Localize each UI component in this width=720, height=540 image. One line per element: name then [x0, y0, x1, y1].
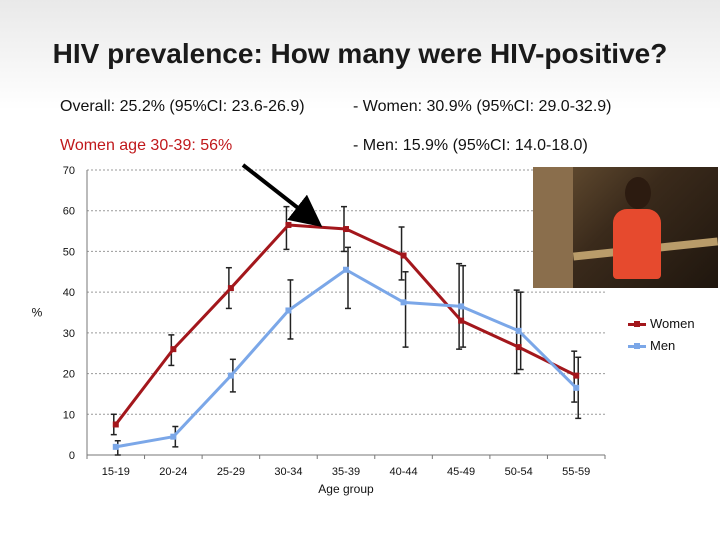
y-tick-label: 30: [63, 328, 75, 340]
data-point-men: [400, 299, 407, 306]
legend-item-men: Men: [628, 338, 695, 360]
data-point-women: [285, 221, 292, 228]
data-point-men: [458, 303, 465, 310]
data-point-women: [227, 285, 234, 292]
stat-women-30-39: Women age 30-39: 56%: [60, 137, 233, 154]
x-tick-label: 30-34: [274, 466, 302, 478]
data-point-men: [285, 307, 292, 314]
x-tick-label: 45-49: [447, 466, 475, 478]
data-point-men: [573, 384, 580, 391]
data-point-women: [573, 372, 580, 379]
legend-item-women: Women: [628, 316, 695, 338]
x-tick-label: 35-39: [332, 466, 360, 478]
x-tick-label: 20-24: [159, 466, 187, 478]
x-tick-label: 25-29: [217, 466, 245, 478]
y-tick-label: 50: [63, 246, 75, 258]
data-point-men: [343, 266, 349, 273]
y-tick-label: 60: [63, 206, 75, 218]
chart-legend: Women Men: [628, 316, 695, 360]
woman-photo: [533, 167, 718, 288]
legend-swatch-women: [628, 321, 646, 327]
annotation-arrow: [241, 163, 323, 227]
legend-label-women: Women: [650, 316, 695, 331]
x-tick-label: 55-59: [562, 466, 590, 478]
stat-overall: Overall: 25.2% (95%CI: 23.6-26.9): [60, 98, 305, 115]
data-point-men: [227, 372, 234, 379]
stat-women: - Women: 30.9% (95%CI: 29.0-32.9): [353, 98, 612, 115]
data-point-women: [112, 421, 119, 428]
legend-swatch-men: [628, 343, 646, 349]
data-point-women: [458, 317, 465, 324]
y-tick-label: 0: [69, 450, 75, 462]
slide-title: HIV prevalence: How many were HIV-positi…: [52, 38, 668, 69]
data-point-women: [343, 226, 349, 233]
stat-men: - Men: 15.9% (95%CI: 14.0-18.0): [353, 137, 588, 154]
y-tick-label: 40: [63, 287, 75, 299]
series-line-men: [115, 268, 578, 449]
data-point-men: [515, 327, 522, 334]
data-point-men: [112, 443, 119, 450]
data-point-women: [515, 344, 522, 351]
y-tick-label: 20: [63, 369, 75, 381]
data-point-women: [400, 252, 407, 259]
x-tick-label: 40-44: [389, 466, 417, 478]
x-tick-label: 15-19: [102, 466, 130, 478]
x-axis-title: Age group: [318, 482, 374, 496]
title-background: [0, 0, 720, 110]
y-tick-label: 10: [63, 409, 75, 421]
y-axis-title: %: [32, 306, 43, 320]
y-tick-label: 70: [63, 165, 75, 177]
legend-label-men: Men: [650, 338, 676, 353]
x-tick-label: 50-54: [505, 466, 533, 478]
data-point-women: [170, 346, 177, 353]
data-point-men: [170, 433, 177, 440]
